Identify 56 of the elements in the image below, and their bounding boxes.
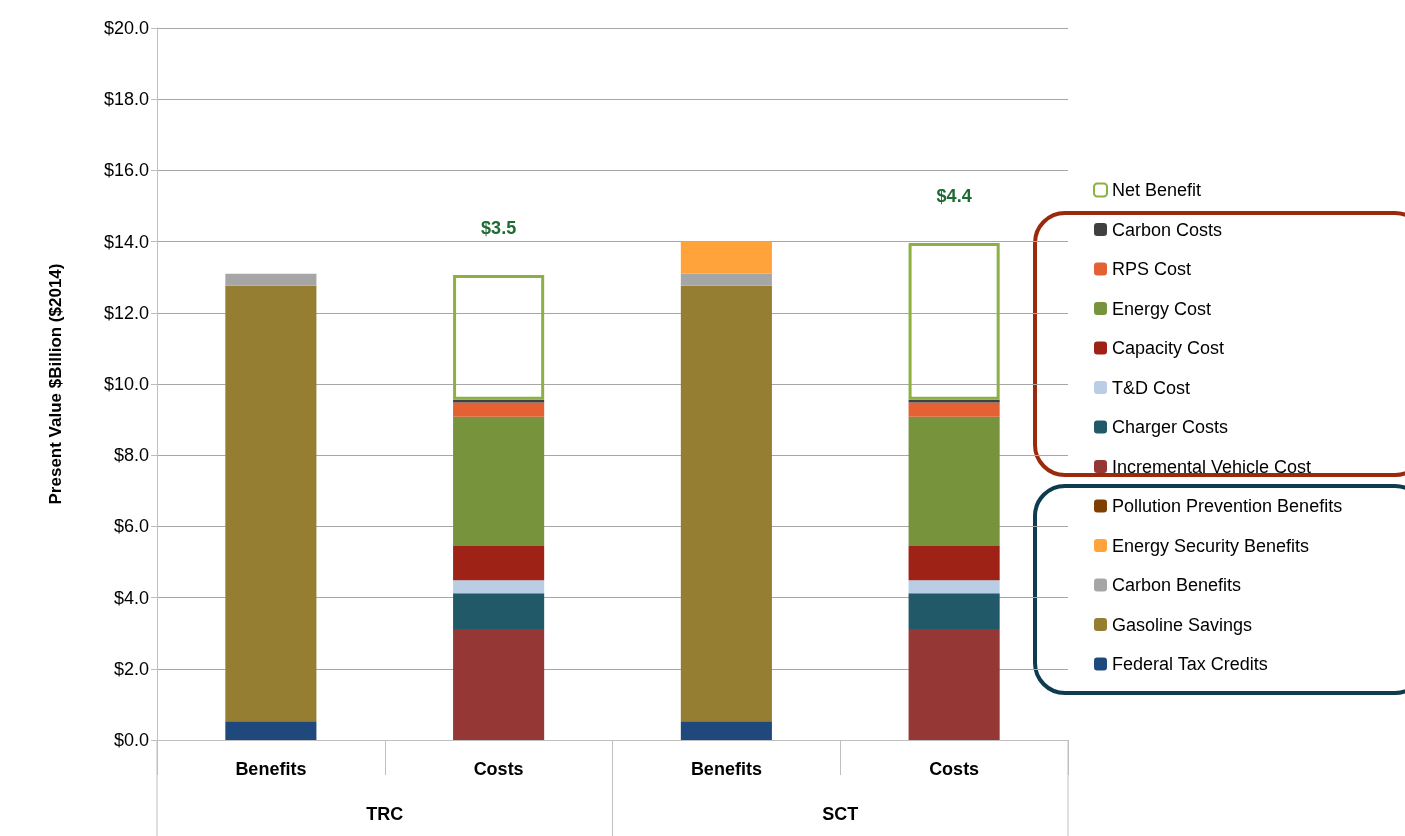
y-tick-label: $18.0 — [103, 89, 149, 110]
data-label: $3.5 — [481, 218, 517, 239]
legend-label: Carbon Benefits — [1112, 575, 1242, 595]
legend-label: RPS Cost — [1112, 259, 1192, 279]
bar — [680, 273, 772, 286]
y-tick-label: $16.0 — [103, 160, 149, 181]
bar — [908, 243, 1000, 400]
bar — [453, 416, 545, 546]
x-tick-label: Benefits — [235, 759, 307, 779]
legend-label: Incremental Vehicle Cost — [1112, 456, 1312, 477]
x-tick-label: Costs — [473, 759, 524, 779]
bar — [680, 721, 772, 740]
bar — [680, 285, 772, 722]
y-axis-title: Present Value $Billion ($2014) — [46, 263, 65, 505]
y-tick-label: $0.0 — [113, 730, 149, 750]
text: TRC — [366, 804, 404, 824]
bar — [453, 402, 545, 417]
legend-label: Carbon Costs — [1112, 219, 1223, 240]
bar — [908, 399, 1000, 403]
bar — [908, 416, 1000, 546]
bar — [908, 402, 1000, 417]
bar — [453, 545, 545, 581]
y-tick-label: $20.0 — [103, 18, 149, 38]
y-tick-label: $12.0 — [103, 302, 149, 323]
bar — [453, 399, 545, 403]
text: SCT — [822, 804, 859, 824]
legend-label: Gasoline Savings — [1112, 614, 1253, 635]
y-tick-label: $4.0 — [113, 587, 149, 608]
y-tick-label: $14.0 — [103, 231, 149, 252]
bar — [225, 273, 317, 286]
bar — [908, 580, 1000, 594]
legend-label: Charger Costs — [1112, 417, 1229, 437]
bar — [908, 593, 1000, 629]
legend-label: Energy Security Benefits — [1112, 535, 1310, 556]
y-tick-label: $10.0 — [103, 374, 149, 394]
bar — [453, 593, 545, 629]
legend-label: Capacity Cost — [1112, 338, 1225, 358]
legend-label: Pollution Prevention Benefits — [1112, 496, 1343, 516]
bar — [908, 628, 1000, 740]
bar — [680, 241, 772, 274]
y-tick-label: $8.0 — [113, 445, 149, 466]
bar — [225, 721, 317, 740]
data-label: $4.4 — [936, 186, 972, 207]
x-tick-label: Costs — [929, 759, 980, 779]
y-tick-label: $6.0 — [113, 516, 149, 537]
legend-label: T&D Cost — [1112, 377, 1191, 398]
legend-label: Federal Tax Credits — [1112, 654, 1268, 674]
x-tick-label: Benefits — [690, 759, 762, 779]
bar — [453, 628, 545, 740]
legend-label: Net Benefit — [1112, 180, 1202, 200]
bar — [225, 285, 317, 722]
bar — [453, 580, 545, 594]
legend-label: Energy Cost — [1112, 298, 1212, 319]
bar — [453, 275, 545, 400]
y-tick-label: $2.0 — [113, 658, 149, 679]
bar — [908, 545, 1000, 581]
